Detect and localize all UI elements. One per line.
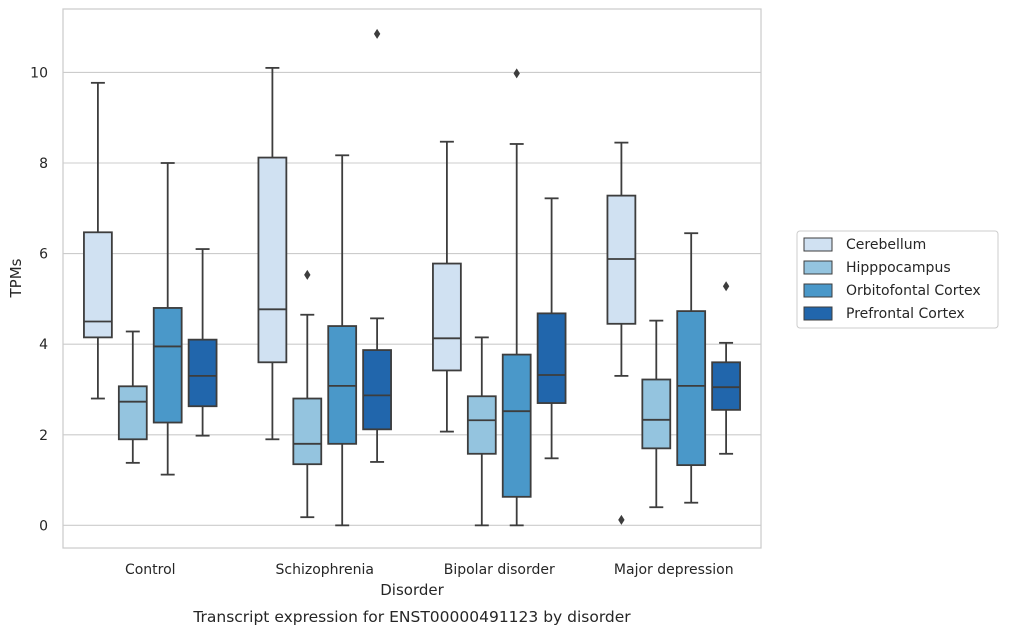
box-orbitofontal-cortex	[152, 162, 183, 476]
box-hipppocampus	[466, 336, 497, 527]
legend-label: Hipppocampus	[846, 260, 951, 276]
outlier-point	[513, 68, 520, 79]
y-tick-label-10: 10	[30, 65, 48, 81]
box-iqr	[536, 312, 567, 404]
box-hipppocampus	[117, 330, 148, 464]
y-tick-labels: 0 2 4 6 8 10	[30, 65, 48, 534]
box-cerebellum	[83, 81, 113, 400]
box-cerebellum	[432, 140, 462, 433]
outlier-point	[618, 514, 625, 525]
box-hipppocampus	[292, 269, 323, 519]
box-orbitofontal-cortex	[676, 232, 707, 504]
box-prefrontal-cortex	[187, 248, 218, 437]
box-iqr	[117, 385, 148, 441]
box-prefrontal-cortex	[536, 197, 567, 460]
box-iqr	[83, 231, 113, 339]
outlier-point	[373, 28, 381, 39]
legend: Cerebellum Hipppocampus Orbitofontal Corte…	[796, 230, 999, 329]
box-cerebellum	[606, 141, 637, 525]
box-iqr	[152, 307, 183, 424]
y-tick-label-4: 4	[39, 337, 48, 353]
legend-label: Cerebellum	[846, 237, 926, 253]
chart-caption: Transcript expression for ENST0000049112…	[192, 608, 631, 626]
box-iqr	[641, 378, 672, 450]
box-iqr	[501, 353, 532, 498]
legend-label: Prefrontal Cortex	[846, 306, 965, 322]
plot-frame	[62, 8, 762, 549]
box-iqr	[362, 349, 392, 431]
x-tick-label: Schizophrenia	[276, 562, 374, 578]
boxes	[83, 28, 741, 527]
x-tick-label: Control	[125, 562, 176, 578]
box-iqr	[432, 262, 462, 372]
x-axis-label: Disorder	[380, 581, 444, 599]
box-iqr	[292, 397, 323, 466]
y-tick-label-2: 2	[39, 428, 48, 444]
box-orbitofontal-cortex	[501, 68, 532, 527]
box-iqr	[466, 395, 497, 455]
y-tick-label-8: 8	[39, 156, 48, 172]
x-tick-label: Major depression	[614, 562, 734, 578]
legend-swatch	[803, 237, 833, 252]
legend-label: Orbitofontal Cortex	[846, 283, 981, 299]
box-prefrontal-cortex	[711, 281, 741, 455]
outlier-point	[722, 281, 730, 292]
box-iqr	[257, 156, 288, 364]
legend-swatch	[803, 283, 833, 298]
box-prefrontal-cortex	[362, 28, 392, 463]
y-tick-label-6: 6	[39, 247, 48, 263]
legend-swatch	[803, 306, 833, 321]
plot-background	[63, 9, 761, 548]
box-iqr	[676, 310, 707, 467]
outlier-point	[304, 269, 311, 280]
legend-frame	[796, 230, 999, 329]
x-tick-label: Bipolar disorder	[444, 562, 555, 578]
box-iqr	[327, 325, 358, 445]
box-iqr	[187, 338, 218, 408]
box-orbitofontal-cortex	[327, 154, 358, 527]
legend-swatch	[803, 260, 833, 275]
y-tick-label-0: 0	[39, 518, 48, 534]
box-iqr	[711, 361, 741, 411]
y-axis-label: TPMs	[7, 258, 25, 298]
box-hipppocampus	[641, 319, 672, 509]
x-tick-labels: Control Schizophrenia Bipolar disorder Majo…	[125, 562, 734, 578]
box-cerebellum	[257, 66, 288, 441]
